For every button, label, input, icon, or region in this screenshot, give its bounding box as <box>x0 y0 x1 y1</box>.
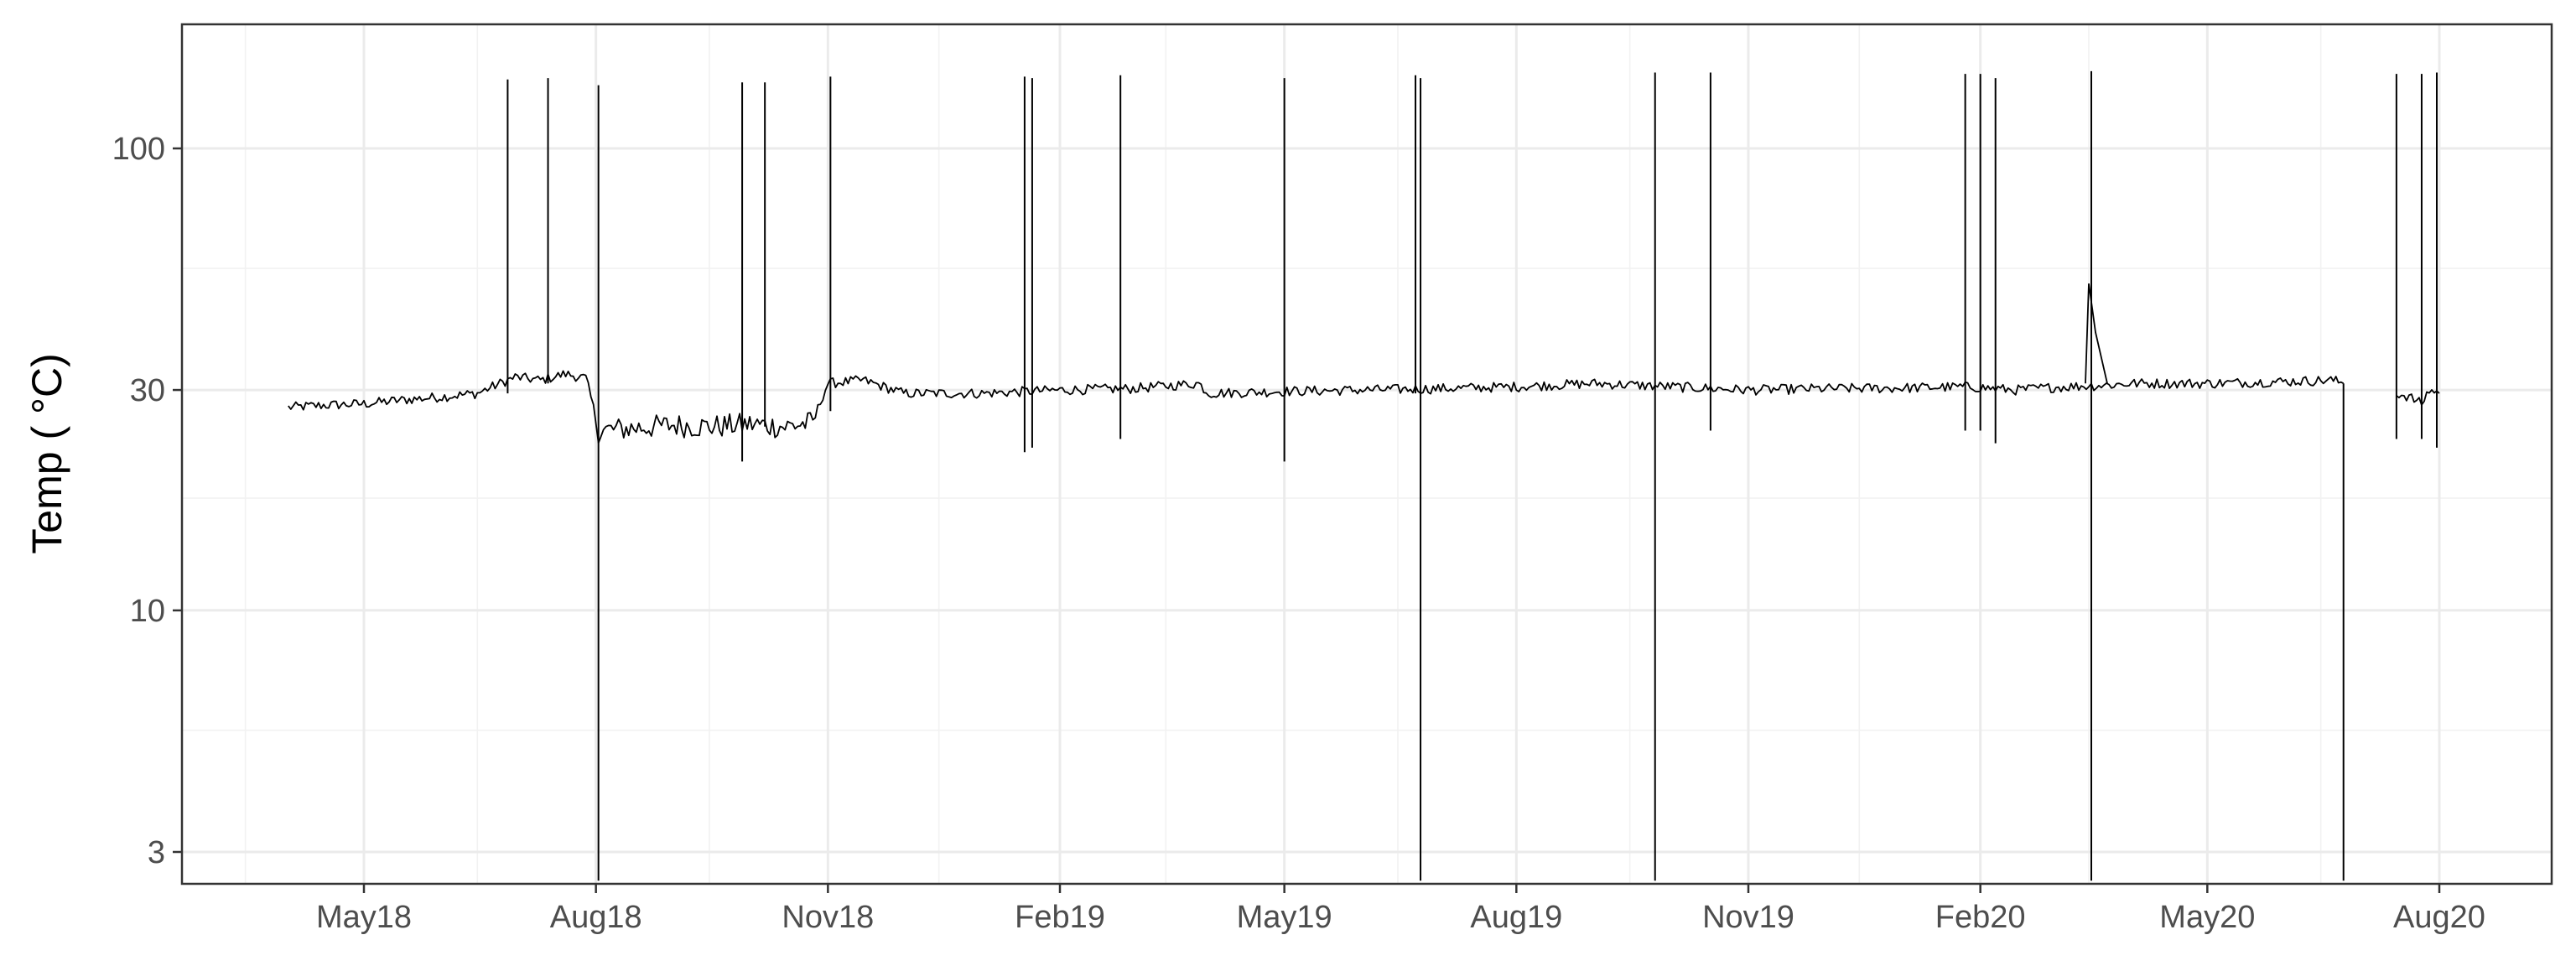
x-tick-label: Feb20 <box>1935 900 2026 935</box>
temperature-series <box>288 70 2440 881</box>
series-line-segment <box>2396 389 2440 406</box>
x-axis: May18 Aug18 Nov18 Feb19 May19 Aug19 Nov19 Feb20… <box>316 884 2485 935</box>
x-tick-label: May20 <box>2159 900 2255 935</box>
y-tick-label: 10 <box>130 594 165 629</box>
x-tick-label: Aug18 <box>550 900 642 935</box>
series-line-segment <box>288 370 2345 444</box>
y-tick-label: 100 <box>112 132 165 167</box>
x-tick-label: Aug19 <box>1470 900 1562 935</box>
series-excursion <box>2085 283 2108 384</box>
plot-panel-border <box>180 23 2553 886</box>
x-tick-label: May19 <box>1237 900 1332 935</box>
y-tick-label: 3 <box>148 835 165 870</box>
x-tick-label: Nov18 <box>782 900 874 935</box>
x-tick-label: Aug20 <box>2393 900 2485 935</box>
y-axis-title: Temp ( °C) <box>23 353 70 553</box>
x-tick-label: Nov19 <box>1702 900 1794 935</box>
x-tick-label: May18 <box>316 900 412 935</box>
minor-gridlines <box>182 24 2552 884</box>
x-tick-label: Feb19 <box>1015 900 1105 935</box>
y-axis: 3 10 30 100 <box>112 132 182 870</box>
plot-panel <box>182 24 2552 884</box>
y-tick-label: 30 <box>130 373 165 408</box>
